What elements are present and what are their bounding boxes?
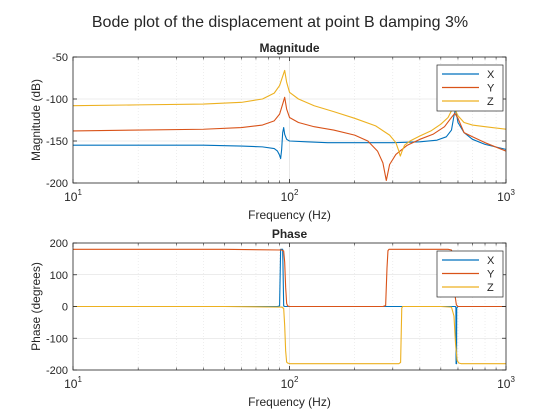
phase-xtick-label: 103 xyxy=(497,375,515,391)
mag-xtick-label-exp: 1 xyxy=(77,188,82,197)
phase-series-z-line xyxy=(73,305,506,365)
phase-ytick-label: 200 xyxy=(50,238,68,250)
phase-y-axis-label: Phase (degrees) xyxy=(29,262,43,351)
phase-legend-label-x: X xyxy=(487,255,495,267)
magnitude-plot: 101 102 103-200-150-100-50MagnitudeFrequen… xyxy=(29,41,515,222)
mag-xtick-label: 101 xyxy=(64,188,82,204)
phase-xtick-label-base: 10 xyxy=(497,377,511,391)
mag-legend: XYZ xyxy=(436,64,504,112)
mag-ytick-label: -200 xyxy=(46,178,68,190)
phase-ytick-label: 100 xyxy=(50,270,68,282)
mag-legend-label-x: X xyxy=(487,69,495,81)
phase-xtick-label-exp: 2 xyxy=(294,375,299,384)
mag-xtick-label-base: 10 xyxy=(497,190,511,204)
mag-xtick-label: 103 xyxy=(497,188,515,204)
mag-xtick-label: 102 xyxy=(281,188,299,204)
mag-x-axis-label: Frequency (Hz) xyxy=(248,208,331,222)
mag-legend-label-y: Y xyxy=(487,83,495,95)
phase-legend: XYZ xyxy=(436,250,504,298)
phase-xtick-label-base: 10 xyxy=(281,377,295,391)
mag-series-y-line xyxy=(73,96,506,182)
phase-ytick-label: 0 xyxy=(62,302,68,314)
phase-ytick-label: -100 xyxy=(46,333,68,345)
phase-xtick-label-exp: 1 xyxy=(77,375,82,384)
mag-ytick-label: -50 xyxy=(52,52,68,64)
mag-xtick-label-base: 10 xyxy=(64,190,78,204)
mag-plot-title: Magnitude xyxy=(260,41,320,55)
phase-xtick-label-exp: 3 xyxy=(510,375,515,384)
phase-x-axis-label: Frequency (Hz) xyxy=(248,395,331,409)
phase-xtick-label: 102 xyxy=(281,375,299,391)
phase-plot-title: Phase xyxy=(272,227,308,241)
phase-legend-label-z: Z xyxy=(487,282,494,294)
phase-xtick-label-base: 10 xyxy=(64,377,78,391)
phase-ytick-label: -200 xyxy=(46,365,68,377)
mag-legend-label-z: Z xyxy=(487,96,494,108)
phase-legend-label-y: Y xyxy=(487,269,495,281)
mag-xtick-label-exp: 3 xyxy=(510,188,515,197)
figure-title: Bode plot of the displacement at point B… xyxy=(92,14,468,31)
phase-xtick-label: 101 xyxy=(64,375,82,391)
mag-y-axis-label: Magnitude (dB) xyxy=(29,79,43,161)
mag-ytick-label: -100 xyxy=(46,94,68,106)
mag-xtick-label-exp: 2 xyxy=(294,188,299,197)
mag-ytick-label: -150 xyxy=(46,136,68,148)
mag-xtick-label-base: 10 xyxy=(281,190,295,204)
